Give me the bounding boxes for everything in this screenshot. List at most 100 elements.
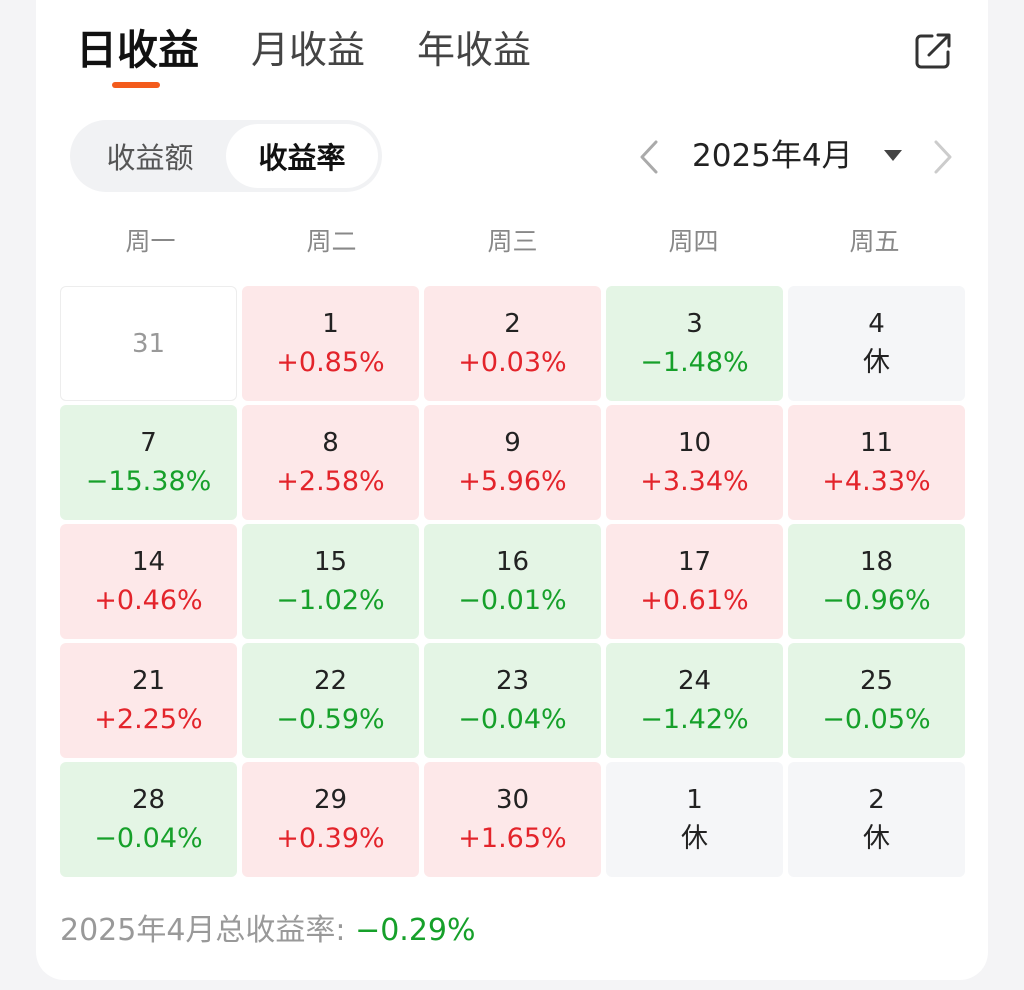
day-number: 30 (495, 784, 530, 815)
monthly-summary: 2025年4月总收益率: −0.29% (60, 908, 476, 954)
active-tab-indicator (112, 82, 160, 88)
day-number: 14 (131, 546, 166, 577)
day-return-value: −0.59% (276, 703, 385, 735)
summary-value: −0.29% (355, 913, 476, 948)
calendar-day-cell[interactable]: 15 −1.02% (242, 524, 419, 639)
weekday-label: 周三 (487, 227, 538, 256)
calendar-day-cell[interactable]: 10 +3.34% (606, 405, 783, 520)
day-return-value: +5.96% (458, 465, 567, 497)
day-number: 4 (868, 308, 885, 339)
day-return-value: +1.65% (458, 822, 567, 854)
day-number: 2 (868, 784, 885, 815)
day-number: 29 (313, 784, 348, 815)
share-icon[interactable] (912, 30, 954, 72)
day-number: 22 (313, 665, 348, 696)
day-number: 11 (859, 427, 894, 458)
weekday-label: 周二 (306, 227, 357, 256)
day-return-value: −0.04% (458, 703, 567, 735)
earnings-card: 日收益 月收益 年收益 收益额 收益率 2025年4月 周一 周二 周三 周四 … (36, 0, 988, 980)
day-number: 18 (859, 546, 894, 577)
day-return-value: −1.42% (640, 703, 749, 735)
day-number: 25 (859, 665, 894, 696)
earnings-tabs: 日收益 月收益 年收益 (76, 22, 583, 92)
summary-label: 2025年4月总收益率: (60, 913, 356, 948)
day-number: 31 (131, 328, 166, 359)
day-return-value: +0.46% (94, 584, 203, 616)
day-return-value: +2.58% (276, 465, 385, 497)
calendar-day-cell[interactable]: 23 −0.04% (424, 643, 601, 758)
calendar-day-cell[interactable]: 9 +5.96% (424, 405, 601, 520)
day-number: 2 (504, 308, 521, 339)
chevron-left-icon[interactable] (636, 138, 662, 176)
calendar-day-cell[interactable]: 1 +0.85% (242, 286, 419, 401)
holiday-label: 休 (863, 822, 890, 854)
day-number: 17 (677, 546, 712, 577)
tab-monthly[interactable]: 月收益 (251, 22, 365, 92)
day-return-value: +3.34% (640, 465, 749, 497)
day-number: 16 (495, 546, 530, 577)
weekday-label: 周一 (125, 227, 176, 256)
day-return-value: +2.25% (94, 703, 203, 735)
day-return-value: +0.03% (458, 346, 567, 378)
day-return-value: −15.38% (85, 465, 212, 497)
calendar-day-cell[interactable]: 7 −15.38% (60, 405, 237, 520)
calendar-day-cell[interactable]: 31 (60, 286, 237, 401)
day-number: 21 (131, 665, 166, 696)
tab-daily-label: 日收益 (76, 26, 199, 74)
metric-segmented-control: 收益额 收益率 (70, 120, 382, 192)
day-number: 7 (140, 427, 157, 458)
calendar-day-cell[interactable]: 16 −0.01% (424, 524, 601, 639)
tab-yearly[interactable]: 年收益 (417, 22, 531, 92)
weekday-label: 周四 (668, 227, 719, 256)
holiday-label: 休 (863, 346, 890, 378)
tab-monthly-label: 月收益 (251, 28, 366, 72)
day-return-value: −0.96% (822, 584, 931, 616)
weekday-header: 周一 周二 周三 周四 周五 (60, 222, 965, 262)
calendar-day-cell[interactable]: 3 −1.48% (606, 286, 783, 401)
day-return-value: −0.04% (94, 822, 203, 854)
day-number: 23 (495, 665, 530, 696)
day-number: 3 (686, 308, 703, 339)
tab-daily[interactable]: 日收益 (76, 22, 199, 92)
day-return-value: −1.48% (640, 346, 749, 378)
day-return-value: +4.33% (822, 465, 931, 497)
day-return-value: −0.05% (822, 703, 931, 735)
day-return-value: −1.02% (276, 584, 385, 616)
day-number: 9 (504, 427, 521, 458)
day-number: 24 (677, 665, 712, 696)
day-number: 8 (322, 427, 339, 458)
calendar-day-cell[interactable]: 29 +0.39% (242, 762, 419, 877)
segment-rate-button[interactable]: 收益率 (226, 124, 378, 188)
caret-down-icon[interactable] (884, 150, 902, 161)
calendar-day-cell[interactable]: 18 −0.96% (788, 524, 965, 639)
weekday-label: 周五 (849, 227, 900, 256)
calendar-day-cell[interactable]: 11 +4.33% (788, 405, 965, 520)
calendar-day-cell[interactable]: 2 +0.03% (424, 286, 601, 401)
day-return-value: +0.61% (640, 584, 749, 616)
calendar-day-cell[interactable]: 17 +0.61% (606, 524, 783, 639)
month-selector[interactable]: 2025年4月 (692, 138, 853, 174)
holiday-label: 休 (681, 822, 708, 854)
day-number: 15 (313, 546, 348, 577)
day-return-value: −0.01% (458, 584, 567, 616)
calendar-day-cell[interactable]: 28 −0.04% (60, 762, 237, 877)
day-number: 28 (131, 784, 166, 815)
day-return-value: +0.85% (276, 346, 385, 378)
calendar-day-cell[interactable]: 30 +1.65% (424, 762, 601, 877)
segment-amount-button[interactable]: 收益额 (106, 141, 194, 175)
calendar-day-cell[interactable]: 25 −0.05% (788, 643, 965, 758)
day-return-value: +0.39% (276, 822, 385, 854)
chevron-right-icon[interactable] (930, 138, 956, 176)
calendar-grid: 31 1 +0.85% 2 +0.03% 3 −1.48% 4 休 7 −15.38% 8 +2.58%… (60, 286, 965, 877)
calendar-day-cell[interactable]: 24 −1.42% (606, 643, 783, 758)
calendar-day-cell[interactable]: 21 +2.25% (60, 643, 237, 758)
calendar-day-cell[interactable]: 14 +0.46% (60, 524, 237, 639)
day-number: 10 (677, 427, 712, 458)
day-number: 1 (322, 308, 339, 339)
tab-yearly-label: 年收益 (417, 28, 532, 72)
calendar-day-cell[interactable]: 22 −0.59% (242, 643, 419, 758)
calendar-day-cell[interactable]: 8 +2.58% (242, 405, 419, 520)
